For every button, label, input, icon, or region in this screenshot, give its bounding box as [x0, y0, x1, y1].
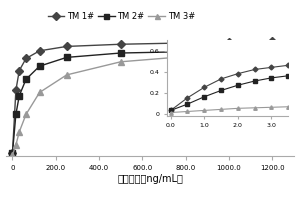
TM 2#: [65, 56, 68, 59]
TM 3#: [17, 131, 21, 133]
TM 1#: [11, 152, 14, 154]
TM 1#: [227, 41, 231, 43]
Line: TM 1#: TM 1#: [10, 38, 275, 155]
TM 1#: [271, 40, 274, 42]
TM 3#: [271, 50, 274, 52]
TM 3#: [38, 91, 41, 94]
TM 3#: [11, 154, 14, 156]
TM 2#: [24, 78, 28, 81]
TM 1#: [119, 43, 123, 45]
TM 2#: [227, 50, 231, 52]
Line: TM 2#: TM 2#: [10, 47, 275, 155]
TM 3#: [227, 52, 231, 54]
Legend: TM 1#, TM 2#, TM 3#: TM 1#, TM 2#, TM 3#: [44, 9, 198, 25]
TM 1#: [65, 45, 68, 48]
TM 2#: [11, 152, 14, 154]
TM 1#: [38, 50, 41, 52]
TM 3#: [65, 74, 68, 76]
TM 2#: [119, 52, 123, 54]
TM 1#: [24, 57, 28, 60]
TM 2#: [14, 113, 18, 116]
TM 3#: [24, 113, 28, 116]
Line: TM 3#: TM 3#: [10, 48, 275, 158]
TM 2#: [38, 65, 41, 67]
TM 2#: [17, 95, 21, 97]
TM 2#: [271, 49, 274, 51]
X-axis label: 抗原浓度（ng/mL）: 抗原浓度（ng/mL）: [117, 174, 183, 184]
TM 1#: [17, 69, 21, 72]
TM 1#: [14, 89, 18, 91]
TM 3#: [14, 144, 18, 146]
TM 3#: [119, 61, 123, 63]
